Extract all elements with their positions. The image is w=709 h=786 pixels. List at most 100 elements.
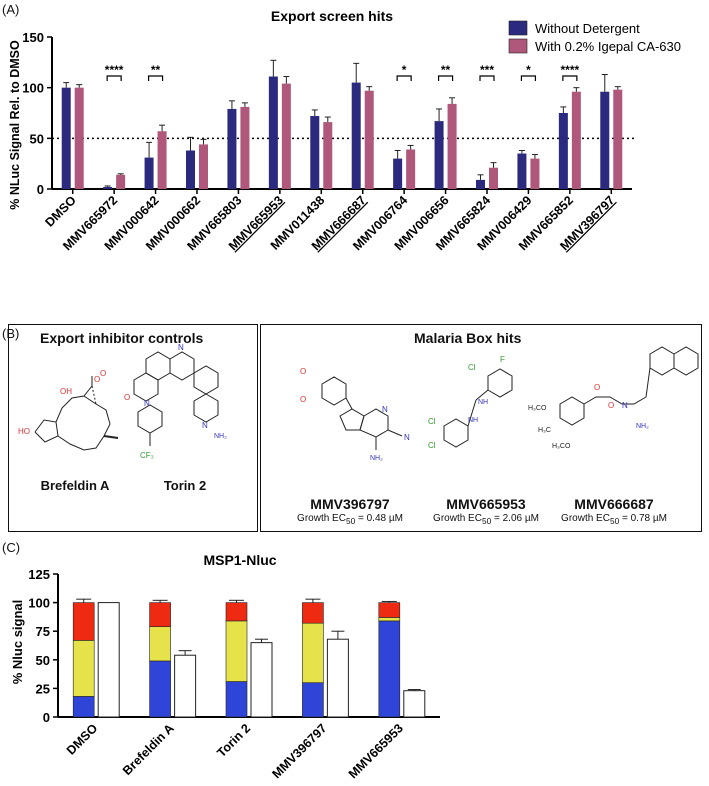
significance-bracket — [520, 75, 537, 81]
bar-with — [157, 131, 167, 189]
bar-total — [174, 654, 197, 718]
stack-segment-yellow — [378, 617, 401, 622]
significance-label: ** — [441, 63, 451, 77]
legend-label-with: With 0.2% Igepal CA-630 — [535, 39, 681, 54]
y-tick-label-c: 0 — [43, 710, 50, 725]
bar-without — [227, 108, 237, 189]
bar-without — [61, 87, 71, 189]
hits-title: Malaria Box hits — [414, 330, 522, 346]
nh-label-1: NH — [478, 399, 488, 406]
stack-segment-blue — [72, 696, 95, 718]
bar-without — [393, 158, 403, 189]
bar-without — [351, 82, 361, 189]
stack-segment-yellow — [225, 620, 248, 682]
bar-with — [364, 90, 374, 189]
control-name-brefeldin: Brefeldin A — [40, 478, 110, 493]
o-label-torin: O — [124, 393, 130, 402]
significance-bracket — [562, 75, 578, 81]
x-tick-label-c: Torin 2 — [214, 721, 253, 760]
o-label-2: O — [100, 369, 106, 378]
significance-bracket — [437, 75, 454, 81]
bar-without — [103, 186, 113, 189]
y-tick-label-a: 0 — [37, 182, 44, 197]
y-tick-label-c: 100 — [28, 596, 50, 611]
nh2-label-mmv: NH₂ — [370, 455, 383, 462]
bar-without — [558, 113, 568, 189]
bar-without — [476, 179, 485, 189]
stack-segment-blue — [302, 682, 324, 718]
panel-c-tag: (C) — [2, 540, 21, 555]
export-screen-chart: Export screen hits % NLuc Signal Rel. to… — [8, 8, 681, 253]
mmv396797-structure: O O N N NH₂ — [300, 367, 410, 462]
f-label: F — [500, 355, 505, 364]
hit-ec50-3: Growth EC50 = 0.78 µM — [561, 513, 667, 526]
hit-ec50-2: Growth EC50 = 2.06 µM — [433, 513, 539, 526]
structures-drawing: OH HO O O N N O N NH₂ CF₃ O O N N NH₂ — [18, 343, 699, 462]
n-label-torin-3: N — [202, 421, 208, 430]
bar-with — [74, 87, 84, 189]
bar-without — [517, 153, 527, 189]
significance-bracket — [396, 75, 412, 81]
cl-label-2: Cl — [428, 417, 436, 426]
bar-without — [144, 157, 154, 189]
bar-with — [447, 103, 457, 189]
bar-total — [403, 690, 426, 718]
x-tick-label-c: DMSO — [64, 721, 101, 758]
x-tick-label-a: DMSO — [42, 193, 79, 230]
cl-label-3: Cl — [428, 441, 436, 450]
hits-box — [260, 324, 702, 532]
stack-segment-red — [378, 602, 401, 618]
significance-label: * — [526, 63, 531, 77]
torin-2-structure: N N O N NH₂ CF₃ — [124, 343, 227, 460]
control-name-torin: Torin 2 — [163, 478, 207, 493]
controls-box — [8, 324, 258, 532]
x-tick-label-c: MMV665953 — [346, 721, 406, 781]
o-label-666687-1: O — [594, 383, 600, 392]
bar-total — [326, 638, 349, 718]
oh-label: OH — [60, 387, 72, 396]
stack-segment-red — [302, 602, 324, 624]
bar-with — [323, 122, 333, 189]
nh2-label-torin: NH₂ — [214, 433, 227, 440]
hit-name-3: MMV666687 — [574, 496, 654, 512]
y-tick-label-a: 100 — [22, 81, 44, 96]
bar-total — [250, 642, 273, 718]
panel-a-tag: (A) — [2, 2, 20, 17]
y-tick-label-c: 25 — [36, 681, 50, 696]
stack-segment-blue — [378, 620, 401, 718]
cf3-label: CF₃ — [140, 451, 154, 460]
significance-label: *** — [480, 63, 494, 77]
n-label-mmv2: N — [404, 433, 410, 442]
brefeldin-a-structure: OH HO O O — [18, 369, 119, 451]
y-tick-label-a: 150 — [22, 30, 44, 45]
msp1-nluc-chart: MSP1-Nluc % Nluc signal 0 25 50 75 100 125 DMS… — [10, 552, 440, 781]
bar-without — [268, 76, 278, 189]
bar-with — [116, 174, 126, 189]
legend-label-without: Without Detergent — [535, 21, 640, 36]
stack-segment-yellow — [302, 622, 324, 683]
h3c-label: H₃C — [538, 427, 551, 434]
bar-with — [240, 106, 250, 189]
nh2-label-666687: NH₂ — [636, 423, 649, 430]
o-label-mmv2: O — [300, 395, 306, 404]
bar-with — [571, 91, 581, 189]
n-label-666687: N — [622, 401, 628, 410]
o-label-1: O — [94, 375, 100, 384]
stack-segment-red — [72, 602, 95, 641]
n-label-mmv1: N — [382, 405, 388, 414]
o-label-mmv1: O — [300, 367, 306, 376]
hit-name-2: MMV665953 — [446, 496, 526, 512]
significance-label: **** — [105, 63, 124, 77]
significance-label: * — [402, 63, 407, 77]
legend-swatch-with — [508, 38, 528, 54]
chart-c-title: MSP1-Nluc — [203, 552, 276, 568]
significance-bracket — [479, 75, 495, 81]
chart-a-legend: Without Detergent With 0.2% Igepal CA-63… — [508, 20, 681, 54]
bar-without — [310, 116, 320, 189]
o-label-666687-2: O — [608, 401, 614, 410]
significance-bracket — [106, 75, 122, 81]
bar-without — [186, 150, 195, 189]
y-tick-label-c: 125 — [28, 567, 50, 582]
hit-name-1: MMV396797 — [310, 496, 390, 512]
mmv666687-structure: O O N NH₂ H₃CO H₃C H₃CO — [528, 346, 699, 450]
